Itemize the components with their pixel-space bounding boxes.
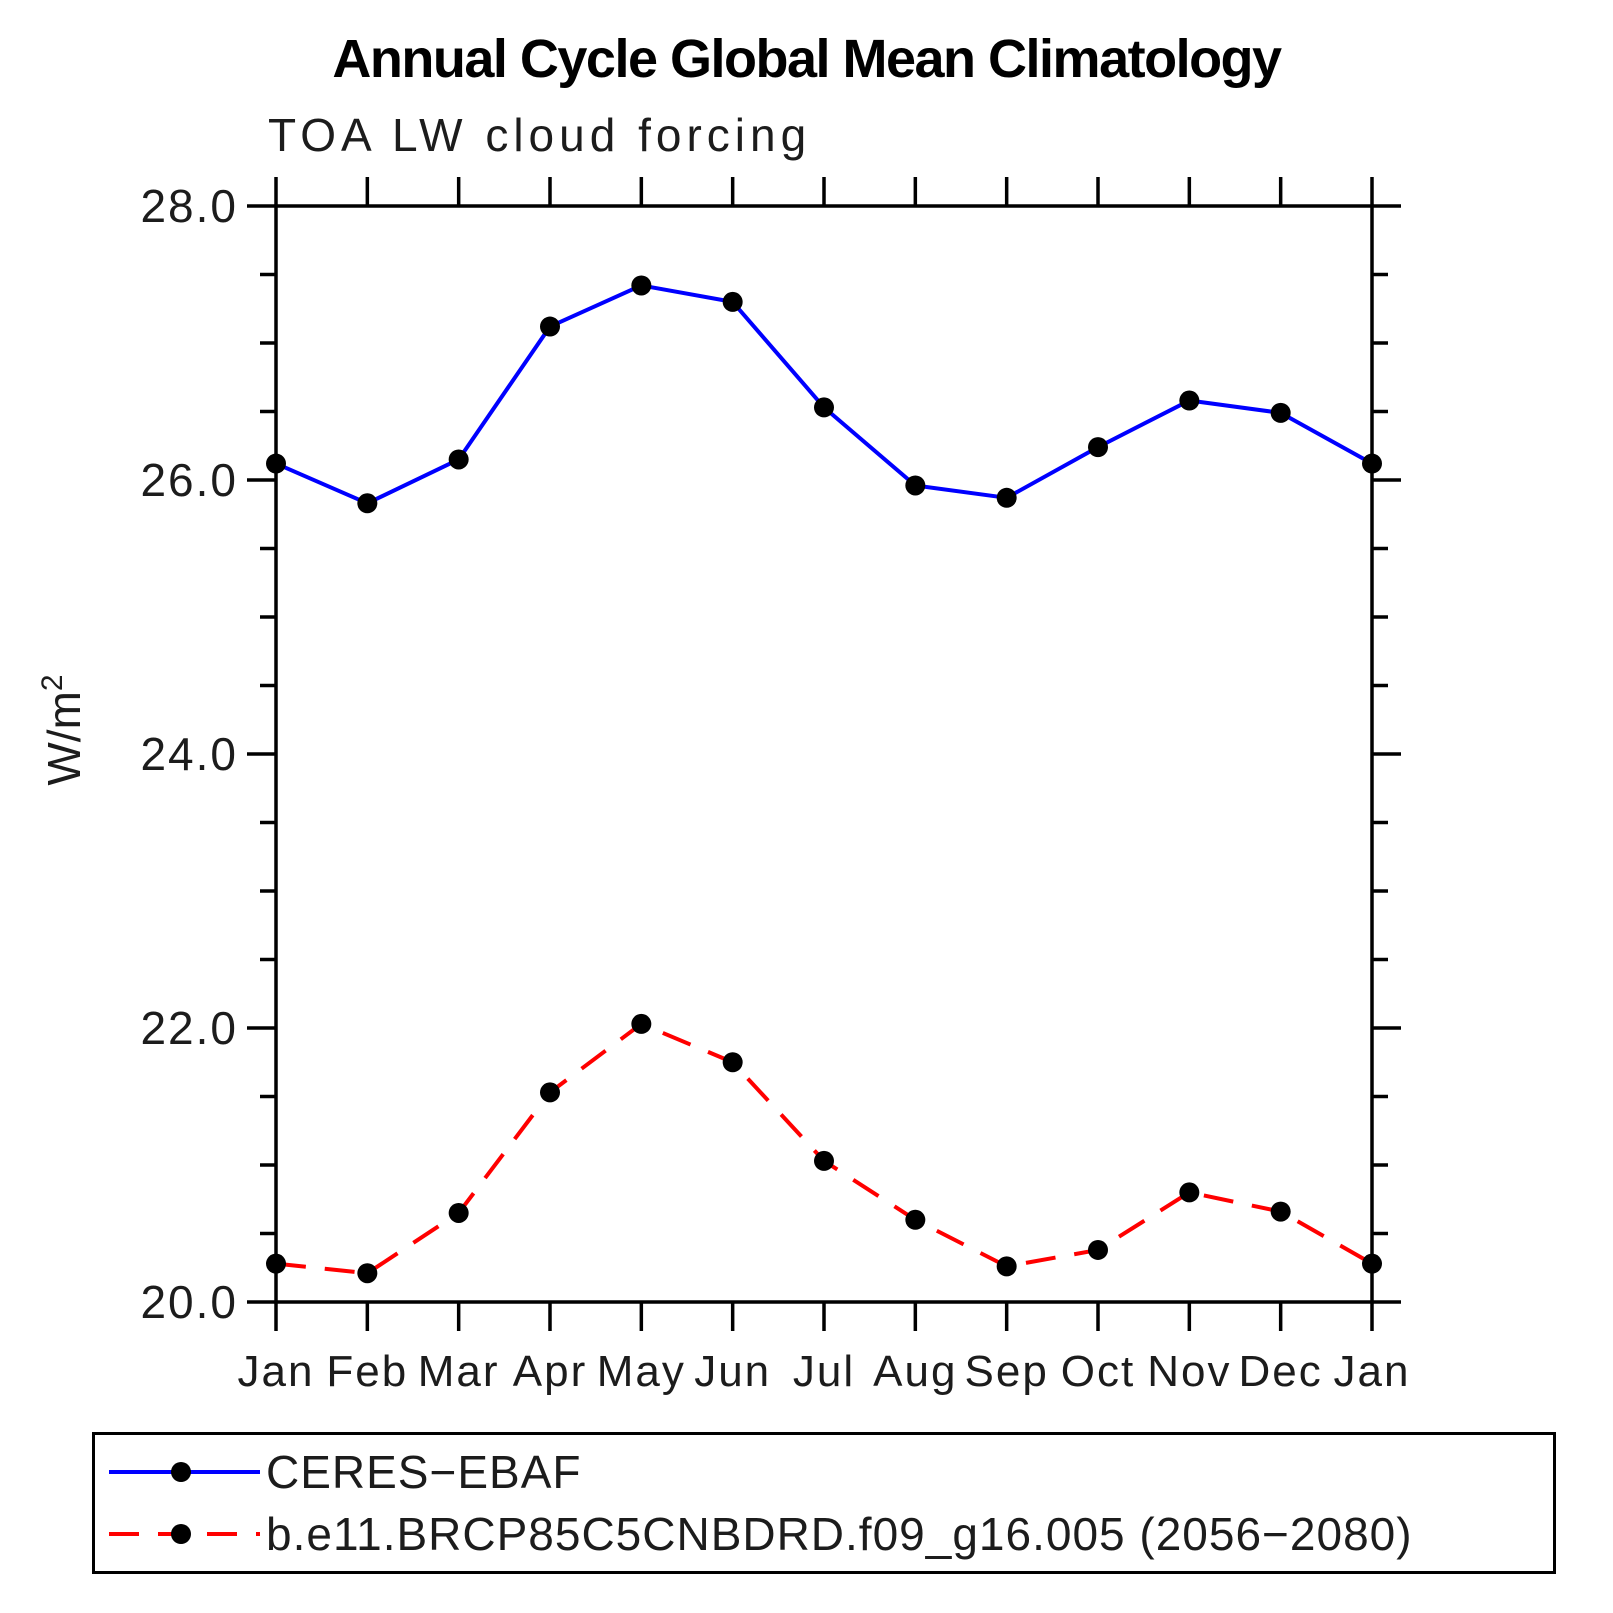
data-point-1: [448, 1202, 469, 1223]
legend-label-ceres-ebaf: CERES−EBAF: [266, 1446, 582, 1498]
x-tick-label: Sep: [965, 1347, 1049, 1396]
chart-subtitle: TOA LW cloud forcing: [268, 109, 812, 161]
x-tick-label: Aug: [873, 1347, 957, 1396]
y-tick-label: 22.0: [140, 1002, 238, 1054]
data-point-1: [631, 1013, 652, 1034]
data-point-0: [540, 316, 560, 337]
data-point-1: [996, 1256, 1017, 1277]
x-tick-label: Feb: [326, 1347, 408, 1396]
data-point-0: [814, 397, 834, 418]
data-point-0: [1088, 437, 1108, 458]
data-point-1: [814, 1150, 834, 1171]
data-point-1: [1179, 1182, 1200, 1203]
y-tick-label: 24.0: [140, 728, 238, 780]
data-point-0: [631, 275, 652, 296]
data-point-1: [266, 1253, 286, 1274]
data-point-0: [905, 475, 926, 496]
legend-sample-dashed-line-icon: [109, 1524, 260, 1544]
y-tick-label: 20.0: [140, 1276, 238, 1328]
data-point-1: [722, 1052, 743, 1073]
x-tick-label: Jul: [793, 1347, 855, 1396]
legend-sample-solid-line-icon: [109, 1462, 260, 1482]
x-tick-label: Mar: [418, 1347, 500, 1396]
data-point-1: [540, 1082, 560, 1103]
legend-row-observation: CERES−EBAF: [102, 1441, 1553, 1503]
y-tick-label: 28.0: [140, 180, 238, 232]
x-tick-label: Jan: [1334, 1347, 1411, 1396]
y-tick-label: 26.0: [140, 454, 238, 506]
data-point-1: [905, 1209, 926, 1230]
data-point-0: [1270, 402, 1291, 423]
data-point-0: [996, 487, 1017, 508]
legend: CERES−EBAF b.e11.BRCP85C5CNBDRD.f09_g16.…: [92, 1432, 1556, 1574]
data-point-0: [357, 493, 378, 514]
x-tick-label: Apr: [513, 1347, 587, 1396]
x-tick-label: Jan: [238, 1347, 315, 1396]
legend-row-model: b.e11.BRCP85C5CNBDRD.f09_g16.005 (2056−2…: [102, 1503, 1553, 1565]
y-axis-label: W/m2: [36, 674, 90, 785]
series-line-1: [275, 1021, 1373, 1276]
data-point-1: [1088, 1239, 1108, 1260]
x-tick-label: Nov: [1147, 1347, 1231, 1396]
chart-title: Annual Cycle Global Mean Climatology: [332, 29, 1282, 89]
x-tick-label: Oct: [1061, 1347, 1135, 1396]
data-point-1: [1362, 1253, 1382, 1274]
x-tick-label: Jun: [694, 1347, 771, 1396]
x-tick-label: May: [597, 1347, 686, 1396]
series-line-0: [275, 283, 1373, 506]
data-point-0: [722, 291, 743, 312]
data-point-1: [357, 1263, 378, 1284]
x-tick-label: Dec: [1239, 1347, 1323, 1396]
data-point-1: [1270, 1201, 1291, 1222]
legend-label-model-run: b.e11.BRCP85C5CNBDRD.f09_g16.005 (2056−2…: [266, 1508, 1413, 1560]
plot-border: [274, 204, 1374, 1304]
data-point-0: [448, 449, 469, 470]
data-point-0: [1179, 390, 1200, 411]
data-point-0: [266, 453, 286, 474]
data-point-0: [1362, 453, 1382, 474]
